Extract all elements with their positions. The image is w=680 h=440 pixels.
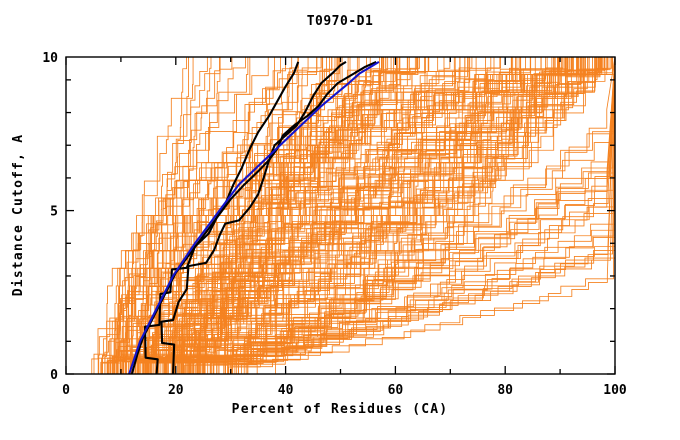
highlight-curve-highlight-black-2	[160, 60, 347, 374]
population-curve	[195, 57, 572, 374]
population-curve	[208, 57, 577, 374]
population-curve-saturating	[144, 57, 615, 374]
population-curve	[108, 57, 295, 374]
population-curve-saturating	[141, 57, 615, 374]
population-curve	[174, 57, 501, 374]
population-curve-saturating	[136, 57, 615, 374]
population-curve	[172, 57, 394, 374]
population-curve-saturating	[142, 57, 615, 374]
highlight-curve-highlight-black-1	[144, 61, 300, 374]
x-tick-label: 0	[62, 383, 70, 398]
population-curve	[198, 57, 584, 374]
population-curve-low	[102, 57, 556, 374]
population-curve-saturating	[184, 57, 615, 374]
population-curve-low	[124, 57, 579, 374]
population-curve-saturating	[121, 57, 615, 374]
population-curve	[176, 57, 511, 374]
x-axis-tick-labels: 0 20 40 60 80 100	[62, 383, 627, 398]
y-axis-tick-labels: 0 5 10	[42, 51, 58, 383]
population-curve	[172, 57, 504, 374]
x-axis-title: Percent of Residues (CA)	[232, 402, 449, 417]
highlight-curve-group	[128, 60, 380, 374]
population-curve-saturating	[139, 57, 615, 374]
population-curve	[192, 57, 611, 374]
population-curve-saturating	[137, 57, 615, 374]
page-title: T0970-D1	[306, 14, 374, 29]
x-tick-label: 20	[168, 383, 184, 398]
y-tick-label: 5	[50, 205, 58, 220]
population-curve	[136, 57, 359, 374]
x-axis-ticks	[65, 57, 616, 374]
population-curve-saturating	[180, 57, 615, 374]
population-curve-saturating	[181, 57, 615, 374]
population-curve	[198, 57, 573, 374]
population-curve	[150, 57, 343, 374]
population-curve	[187, 57, 608, 374]
y-tick-label: 10	[42, 51, 58, 66]
population-curve	[204, 57, 608, 374]
population-curve-saturating	[169, 57, 615, 374]
population-curve	[147, 57, 417, 374]
population-curve	[163, 57, 387, 374]
x-tick-label: 80	[497, 383, 513, 398]
population-curve-saturating	[174, 57, 615, 374]
population-curve-saturating	[148, 57, 615, 374]
y-axis-title: Distance Cutoff, A	[11, 134, 26, 296]
population-curve	[98, 57, 261, 374]
population-curve	[181, 57, 318, 374]
population-curve-saturating	[124, 57, 615, 374]
population-curve-saturating	[159, 57, 615, 374]
x-tick-label: 100	[603, 383, 627, 398]
population-curve-saturating	[151, 57, 615, 374]
population-curve-saturating	[125, 57, 615, 374]
x-tick-label: 60	[388, 383, 404, 398]
y-tick-label: 0	[50, 368, 58, 383]
highlight-curve-highlight-blue-1	[128, 60, 380, 374]
population-curve-group	[91, 57, 615, 374]
population-curve	[160, 57, 492, 374]
x-tick-label: 40	[278, 383, 294, 398]
population-curve	[148, 57, 400, 374]
population-curve	[179, 57, 595, 374]
population-curve-low	[150, 57, 582, 374]
y-axis-ticks	[66, 79, 615, 375]
population-curve-saturating	[153, 57, 615, 374]
population-curve	[172, 57, 461, 374]
population-curve	[163, 57, 383, 374]
population-curve	[204, 57, 585, 374]
population-curve-saturating	[125, 57, 615, 374]
